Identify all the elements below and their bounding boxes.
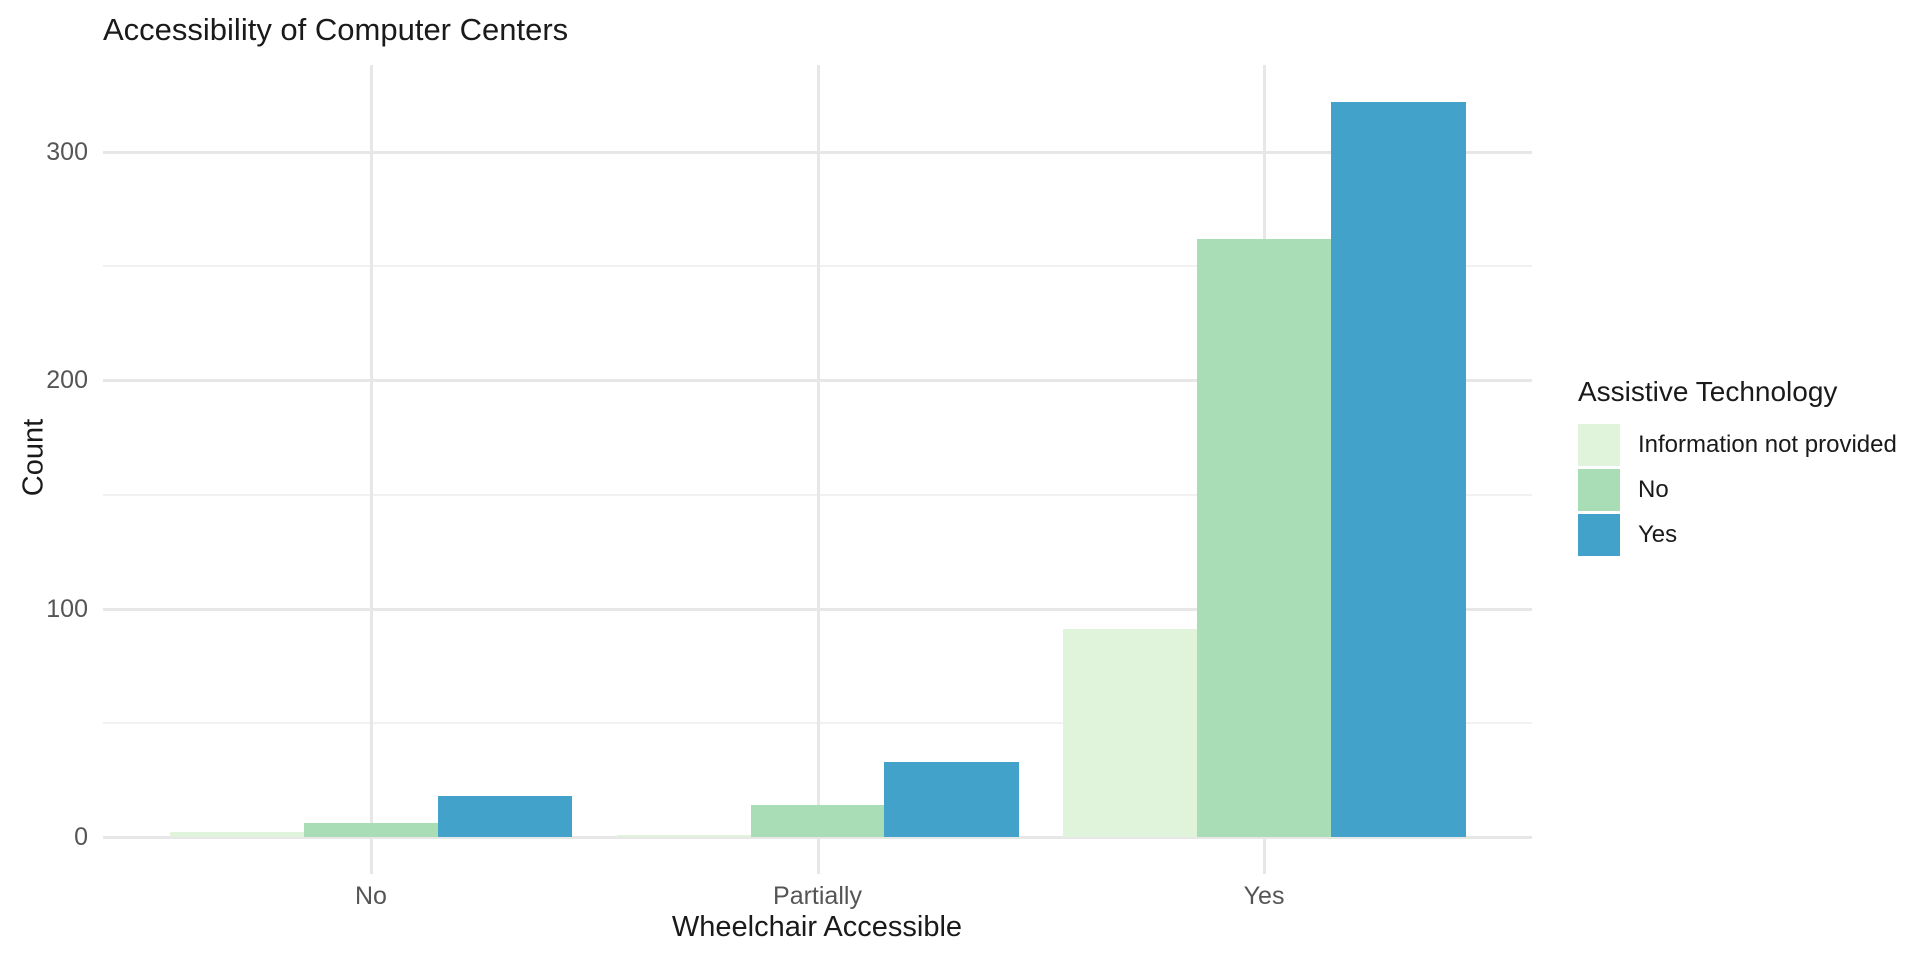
bar [303,823,439,837]
bar [884,762,1019,837]
legend-swatch [1578,424,1620,466]
bar [750,805,885,837]
y-tick-label: 300 [46,138,88,166]
legend-swatch [1578,469,1620,511]
x-tick-label: Partially [773,882,862,910]
bar [1063,629,1198,837]
y-tick-label: 0 [74,823,88,851]
x-tick-label: No [354,882,387,910]
legend-items: Information not provided No Yes [1578,424,1897,556]
legend-label: Yes [1638,521,1678,548]
plot-panel [103,65,1532,874]
legend-label: Information not provided [1638,431,1897,458]
gridline-vertical [816,65,820,874]
x-tick-label: Yes [1243,882,1285,910]
legend-label: No [1638,476,1669,503]
y-tick-label: 100 [46,594,88,623]
x-axis-title: Wheelchair Accessible [671,911,963,943]
legend-title: Assistive Technology [1578,376,1838,407]
bar [437,796,573,837]
legend-swatch [1578,514,1620,556]
legend-item: Information not provided [1578,424,1897,466]
legend: Assistive Technology Information not pro… [1578,376,1897,559]
gridline-vertical [369,65,373,874]
bar [1197,239,1332,837]
bar [1331,102,1466,837]
legend-item: No [1578,469,1897,511]
bar [616,835,752,837]
y-axis-title: Count [17,418,50,497]
legend-item: Yes [1578,514,1897,556]
bar [169,832,305,837]
y-tick-label: 200 [46,366,88,395]
chart-title: Accessibility of Computer Centers [103,12,569,47]
